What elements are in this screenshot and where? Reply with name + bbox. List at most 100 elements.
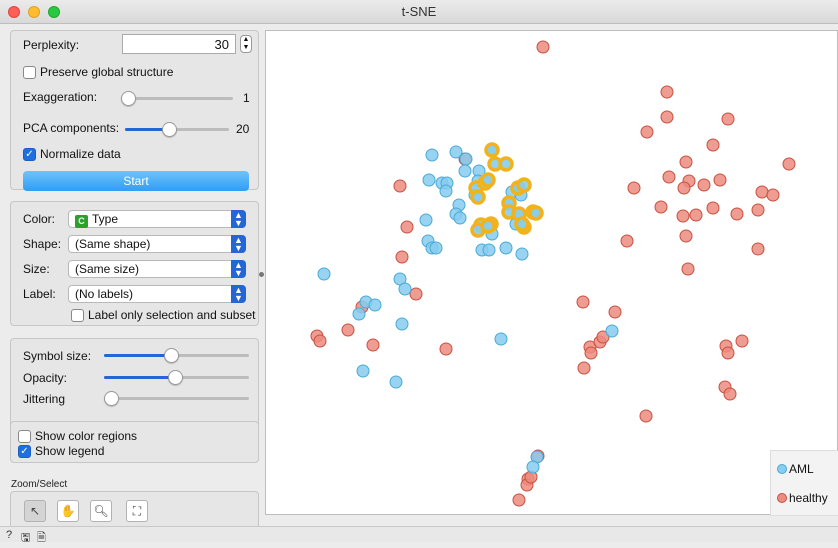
- minimize-window-button[interactable]: [28, 6, 40, 18]
- start-button[interactable]: Start: [23, 171, 249, 191]
- symbol-size-slider[interactable]: [104, 345, 249, 365]
- healthy-point[interactable]: [713, 173, 727, 187]
- shape-select[interactable]: (Same shape) ▲ ▼: [68, 235, 246, 253]
- healthy-point[interactable]: [395, 250, 409, 264]
- healthy-point[interactable]: [639, 409, 653, 423]
- healthy-point[interactable]: [654, 200, 668, 214]
- jittering-slider[interactable]: [104, 388, 249, 408]
- healthy-point[interactable]: [751, 203, 765, 217]
- hand-pan-icon[interactable]: ✋: [57, 500, 79, 522]
- color-select[interactable]: C Type ▲ ▼: [68, 210, 246, 228]
- healthy-point[interactable]: [596, 330, 610, 344]
- selected-aml-point[interactable]: [480, 218, 496, 234]
- show-color-regions-row[interactable]: Show color regions: [18, 429, 137, 443]
- healthy-point[interactable]: [751, 242, 765, 256]
- aml-point[interactable]: [398, 282, 412, 296]
- aml-point[interactable]: [526, 460, 540, 474]
- slider-knob[interactable]: [168, 370, 183, 385]
- aml-point[interactable]: [389, 375, 403, 389]
- healthy-point[interactable]: [584, 346, 598, 360]
- healthy-point[interactable]: [676, 209, 690, 223]
- healthy-point[interactable]: [706, 138, 720, 152]
- aml-point[interactable]: [395, 317, 409, 331]
- selected-aml-point[interactable]: [528, 205, 544, 221]
- fit-frame-icon[interactable]: ⛶: [126, 500, 148, 522]
- healthy-point[interactable]: [662, 170, 676, 184]
- healthy-point[interactable]: [512, 493, 526, 507]
- show-color-regions-checkbox[interactable]: [18, 429, 31, 443]
- normalize-checkbox[interactable]: ✓: [23, 147, 36, 161]
- healthy-point[interactable]: [660, 110, 674, 124]
- aml-point[interactable]: [356, 364, 370, 378]
- healthy-point[interactable]: [620, 234, 634, 248]
- healthy-point[interactable]: [679, 155, 693, 169]
- preserve-global-checkbox[interactable]: [23, 65, 36, 79]
- healthy-point[interactable]: [735, 334, 749, 348]
- aml-point[interactable]: [422, 173, 436, 187]
- healthy-point[interactable]: [400, 220, 414, 234]
- healthy-point[interactable]: [439, 342, 453, 356]
- aml-point[interactable]: [494, 332, 508, 346]
- maximize-window-button[interactable]: [48, 6, 60, 18]
- selected-aml-point[interactable]: [480, 172, 496, 188]
- healthy-point[interactable]: [577, 361, 591, 375]
- selected-aml-point[interactable]: [498, 156, 514, 172]
- healthy-point[interactable]: [536, 40, 550, 54]
- healthy-point[interactable]: [608, 305, 622, 319]
- healthy-point[interactable]: [689, 208, 703, 222]
- healthy-point[interactable]: [681, 262, 695, 276]
- help-icon[interactable]: ?: [6, 529, 13, 541]
- aml-point[interactable]: [449, 145, 463, 159]
- scatter-plot[interactable]: AML healthy: [265, 30, 838, 516]
- scatter-svg[interactable]: [266, 31, 838, 516]
- label-only-selection-checkbox[interactable]: [71, 308, 84, 322]
- healthy-point[interactable]: [679, 229, 693, 243]
- aml-point[interactable]: [419, 213, 433, 227]
- healthy-point[interactable]: [640, 125, 654, 139]
- aml-point[interactable]: [482, 243, 496, 257]
- aml-point[interactable]: [368, 298, 382, 312]
- aml-point[interactable]: [459, 152, 473, 166]
- report-icon[interactable]: 🗎: [37, 532, 46, 544]
- selected-aml-point[interactable]: [470, 189, 486, 205]
- size-select[interactable]: (Same size) ▲ ▼: [68, 260, 246, 278]
- selected-aml-point[interactable]: [516, 177, 532, 193]
- healthy-point[interactable]: [366, 338, 380, 352]
- show-legend-checkbox[interactable]: ✓: [18, 444, 31, 458]
- perplexity-stepper[interactable]: ▲ ▼: [240, 35, 252, 53]
- healthy-point[interactable]: [576, 295, 590, 309]
- opacity-slider[interactable]: [104, 367, 249, 387]
- slider-knob[interactable]: [121, 91, 136, 106]
- healthy-point[interactable]: [627, 181, 641, 195]
- healthy-point[interactable]: [730, 207, 744, 221]
- pointer-icon[interactable]: ↖: [24, 500, 46, 522]
- healthy-point[interactable]: [660, 85, 674, 99]
- normalize-row[interactable]: ✓ Normalize data: [23, 147, 121, 161]
- magnifier-icon[interactable]: 🔍︎: [90, 500, 112, 522]
- aml-point[interactable]: [352, 307, 366, 321]
- healthy-point[interactable]: [409, 287, 423, 301]
- healthy-point[interactable]: [755, 185, 769, 199]
- aml-point[interactable]: [515, 247, 529, 261]
- label-select[interactable]: (No labels) ▲ ▼: [68, 285, 246, 303]
- aml-point[interactable]: [317, 267, 331, 281]
- healthy-point[interactable]: [697, 178, 711, 192]
- slider-knob[interactable]: [104, 391, 119, 406]
- pca-components-slider[interactable]: [125, 119, 229, 139]
- perplexity-input[interactable]: 30: [122, 34, 236, 54]
- aml-point[interactable]: [499, 241, 513, 255]
- selected-aml-point[interactable]: [514, 216, 530, 232]
- selected-aml-point[interactable]: [484, 142, 500, 158]
- healthy-point[interactable]: [706, 201, 720, 215]
- show-legend-row[interactable]: ✓ Show legend: [18, 444, 104, 458]
- healthy-point[interactable]: [766, 188, 780, 202]
- aml-point[interactable]: [439, 184, 453, 198]
- slider-knob[interactable]: [162, 122, 177, 137]
- healthy-point[interactable]: [721, 112, 735, 126]
- healthy-point[interactable]: [393, 179, 407, 193]
- healthy-point[interactable]: [677, 181, 691, 195]
- save-icon[interactable]: 🖫: [21, 532, 31, 544]
- healthy-point[interactable]: [721, 346, 735, 360]
- slider-knob[interactable]: [164, 348, 179, 363]
- healthy-point[interactable]: [723, 387, 737, 401]
